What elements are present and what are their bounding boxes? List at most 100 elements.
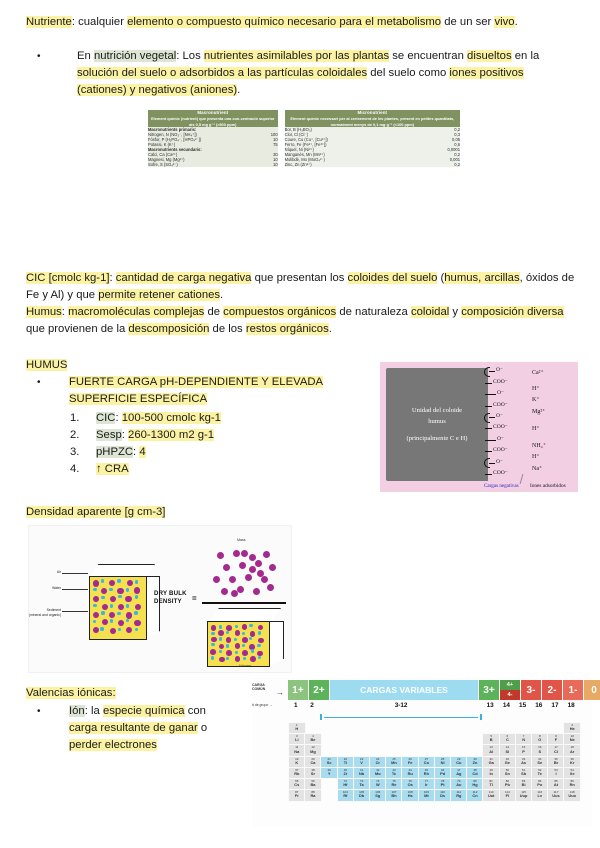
element-symbol: Ds (440, 793, 446, 799)
element-symbol: Zr (343, 771, 348, 776)
element-cell-uus[interactable]: 117 Uus (547, 789, 565, 802)
atomic-number: 116 (537, 790, 543, 795)
atomic-number: 33 (521, 756, 526, 761)
sediment-particle (126, 627, 133, 634)
mass-particle (257, 570, 264, 577)
list-item-label: pHPZC (96, 446, 134, 458)
disueltos-highlight: disueltos (467, 50, 512, 62)
atomic-number: 29 (457, 756, 461, 761)
element-cell-uut[interactable]: 113 Uut (482, 789, 500, 802)
carga-resultante-highlight: carga resultante de ganar (69, 722, 198, 734)
macronutrient-value: 100 (262, 132, 278, 138)
atomic-number: 77 (424, 779, 429, 783)
bond-line (485, 428, 492, 430)
element-cell-xe[interactable]: 54 Xe (563, 766, 581, 780)
element-symbol: Po (537, 782, 543, 788)
element-cell-at[interactable]: 85 At (547, 778, 565, 791)
water-particle (93, 603, 97, 608)
atomic-number: 85 (554, 779, 558, 783)
atomic-number: 3 (295, 734, 298, 739)
element-cell-sg[interactable]: 106 Sg (369, 789, 387, 802)
adsorbed-ion: K⁺ (532, 397, 540, 403)
atomic-number: 56 (311, 779, 315, 783)
element-symbol: At (553, 782, 559, 788)
element-cell-fr[interactable]: 87 Fr (288, 789, 306, 802)
macronutrient-value: 30 (262, 152, 278, 158)
cic-frag-1: : (109, 272, 116, 284)
element-cell-lv[interactable]: 116 Lv (531, 789, 549, 802)
element-symbol: Ir (425, 782, 428, 788)
nutriente-tail1: de un ser (441, 16, 495, 28)
element-cell-ds[interactable]: 110 Ds (433, 789, 452, 802)
element-symbol: Bi (521, 782, 526, 788)
atomic-number: 7 (522, 734, 525, 739)
atomic-number: 31 (489, 756, 493, 761)
atomic-number: 45 (424, 767, 429, 772)
sediment-particle (242, 650, 248, 656)
water-particle (234, 650, 238, 654)
table-row: Fòsfor, P (H₂PO₄⁻, [HPO₄²⁻]) 10 Coure, Cu … (148, 137, 460, 143)
sediment-particle (126, 612, 133, 619)
charge-group-label: O⁻ (496, 367, 503, 374)
atomic-number: 14 (505, 745, 510, 750)
element-symbol: Ar (570, 748, 575, 754)
micronutrient-name: Bor, B (H₃BO₃) (284, 127, 421, 133)
element-cell-ar[interactable]: 18 Ar (563, 744, 581, 757)
element-cell-uuo[interactable]: 118 Uuo (563, 789, 581, 802)
element-cell-bh[interactable]: 107 Bh (385, 789, 403, 802)
group-label: 13 (486, 702, 494, 709)
sediment-particle (257, 650, 264, 657)
atomic-number: 40 (343, 767, 348, 772)
sediment-particle (92, 627, 100, 634)
atomic-number: 21 (327, 756, 331, 761)
atomic-number: 36 (570, 756, 574, 761)
fraction-bar (202, 602, 286, 604)
atomic-number: 117 (553, 790, 559, 795)
macronutrient-name: Magnesi, Mg (Mg²⁺) (148, 157, 263, 163)
water-particle (134, 595, 139, 599)
element-symbol: Uus (552, 793, 560, 799)
water-particle (242, 631, 246, 635)
charge-group: COO⁻ (484, 446, 530, 457)
element-cell-rg[interactable]: 111 Rg (450, 789, 468, 802)
table-row: Macronutrients primaris: Bor, B (H₃BO₃) 0,… (148, 127, 460, 133)
element-cell-fl[interactable]: 114 Fl (498, 789, 517, 802)
sediment-particle (100, 587, 107, 594)
mass-particle (241, 550, 248, 557)
cic-term: CIC [cmolc kg-1] (26, 272, 110, 284)
fuerte-carga-highlight: FUERTE CARGA pH-DEPENDIENTE Y ELEVADA SU… (69, 376, 324, 405)
element-cell-cn[interactable]: 112 Cn (466, 789, 484, 802)
element-cell-mt[interactable]: 109 Mt (417, 789, 436, 802)
dry-bulk-density-diagram: Air Water Sediment (mineral and organic)… (28, 525, 292, 673)
macronutrient-value: 10 (262, 162, 278, 168)
element-symbol: Be (310, 737, 316, 743)
mass-particle (255, 560, 262, 567)
element-cell-uup[interactable]: 115 Uup (514, 789, 533, 802)
atomic-number: 76 (408, 779, 412, 783)
macronutrient-name: Fòsfor, P (H₂PO₄⁻, [HPO₄²⁻]) (148, 137, 263, 143)
charge-cell: 1- (563, 680, 583, 700)
water-particle (250, 649, 254, 653)
blob-line-3: (principalmente C e H) (406, 435, 468, 442)
water-particle (257, 644, 261, 648)
element-cell-y[interactable]: 39 Y (320, 766, 338, 780)
coloidal-highlight: coloidal (410, 306, 450, 318)
element-symbol: Se (537, 759, 543, 765)
element-cell-ra[interactable]: 88 Ra (304, 789, 322, 802)
humus-frag-3: de (204, 306, 224, 318)
table-gutter (277, 142, 285, 148)
group-label: 3-12 (394, 702, 408, 709)
element-cell-hs[interactable]: 108 Hs (401, 789, 419, 802)
span-line (324, 716, 478, 718)
element-cell-rf[interactable]: 104 Rf (336, 789, 355, 802)
atomic-number: 114 (504, 790, 510, 795)
element-cell-li[interactable]: 3 Li (288, 733, 306, 746)
element-symbol: Fe (407, 759, 413, 765)
micronutrient-name: Manganès, Mn (Mn²⁺) (284, 152, 421, 158)
adsorbed-ion: Mg²⁺ (532, 409, 546, 415)
element-cell-re[interactable]: 75 Re (385, 778, 403, 791)
element-cell-db[interactable]: 105 Db (352, 789, 371, 802)
atomic-number: 52 (538, 767, 542, 772)
sediment-particle (241, 637, 248, 644)
